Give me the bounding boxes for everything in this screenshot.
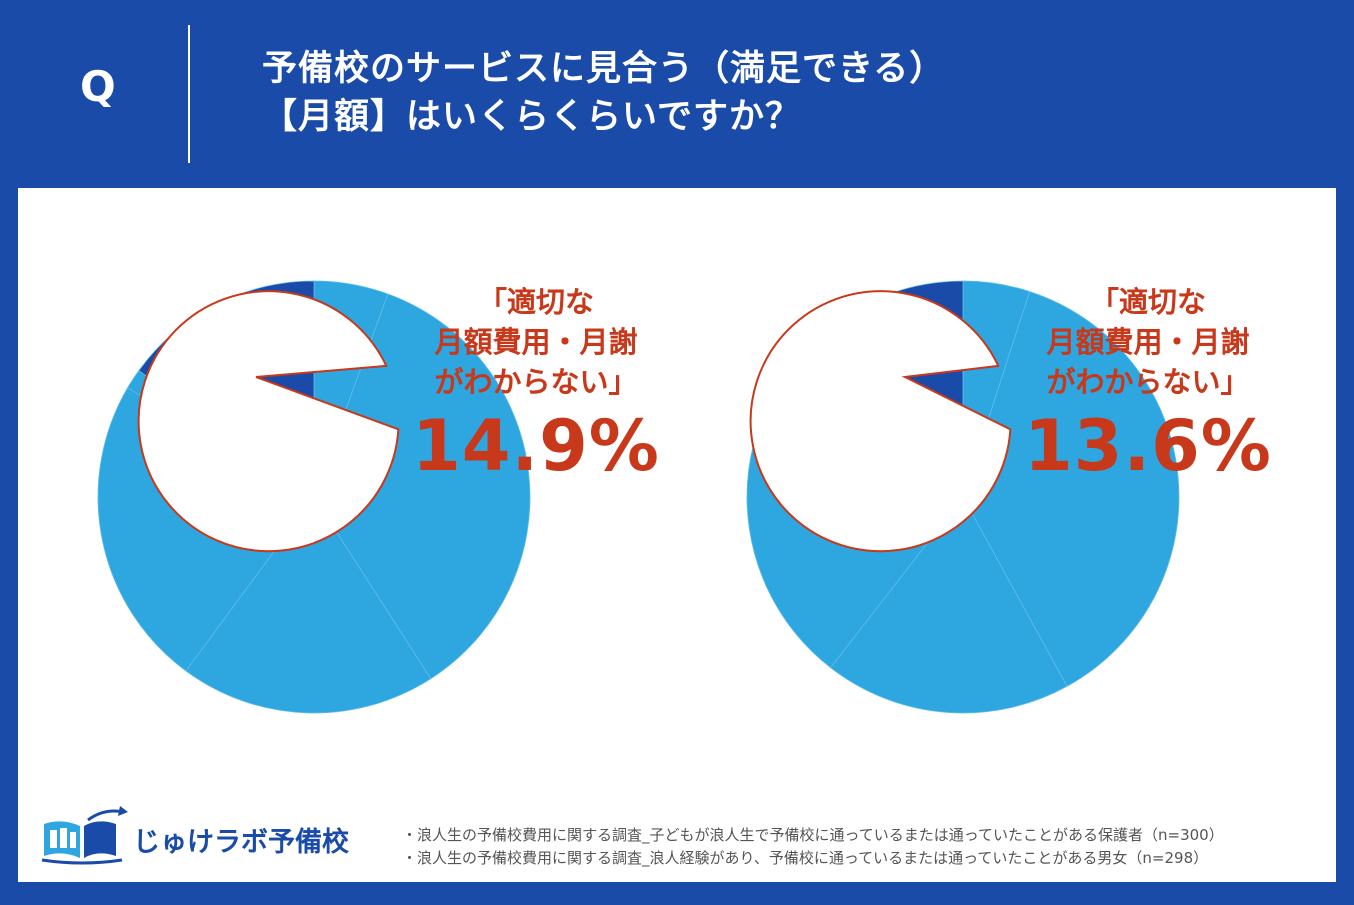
pie-2-slice-2 <box>962 291 1180 687</box>
logo: じゅけラボ予備校 <box>38 806 368 866</box>
callout-value-2: 13.6% <box>1024 405 1272 487</box>
pie-1-slice-2 <box>313 293 531 680</box>
callout-value-1: 14.9% <box>412 405 660 487</box>
logo-text: じゅけラボ予備校 <box>133 827 349 858</box>
question-line-1: 予備校のサービスに見合う（満足できる） <box>262 49 946 89</box>
callout-text-1: 「適切な 月額費用・月謝 がわからない」 14.9% <box>386 282 686 490</box>
footnote-1: ・浪人生の予備校費用に関する調査_子どもが浪人生で予備校に通っているまたは通って… <box>402 826 1224 844</box>
pie-1-slice-3 <box>185 496 432 714</box>
callout-text-2: 「適切な 月額費用・月謝 がわからない」 13.6% <box>998 282 1298 490</box>
chart-panel: 「適切な 月額費用・月謝 がわからない」 14.9% 「適切な 月額費用・月謝 … <box>18 188 1336 882</box>
pie-2-slice-3 <box>830 496 1068 714</box>
book-icon <box>41 806 128 865</box>
callout-bubble-shape-1 <box>137 290 400 553</box>
callout-bubble-1 <box>137 290 400 553</box>
q-label: Q <box>80 62 116 111</box>
footnote-2: ・浪人生の予備校費用に関する調査_浪人経験があり、予備校に通っているまたは通って… <box>402 849 1209 867</box>
question-title: 予備校のサービスに見合う（満足できる） 【月額】はいくらくらいですか？ <box>262 45 945 141</box>
callout-label-2: 「適切な 月額費用・月謝 がわからない」 <box>1046 285 1250 399</box>
footnotes: ・浪人生の予備校費用に関する調査_子どもが浪人生で予備校に通っているまたは通って… <box>402 824 1332 870</box>
callout-label-1: 「適切な 月額費用・月謝 がわからない」 <box>434 285 638 399</box>
question-line-2: 【月額】はいくらくらいですか？ <box>262 97 801 137</box>
callout-bubble-shape-2 <box>749 290 1012 553</box>
header-divider <box>188 25 190 163</box>
pie-charts <box>97 280 1180 714</box>
callout-bubble-2 <box>749 290 1012 553</box>
